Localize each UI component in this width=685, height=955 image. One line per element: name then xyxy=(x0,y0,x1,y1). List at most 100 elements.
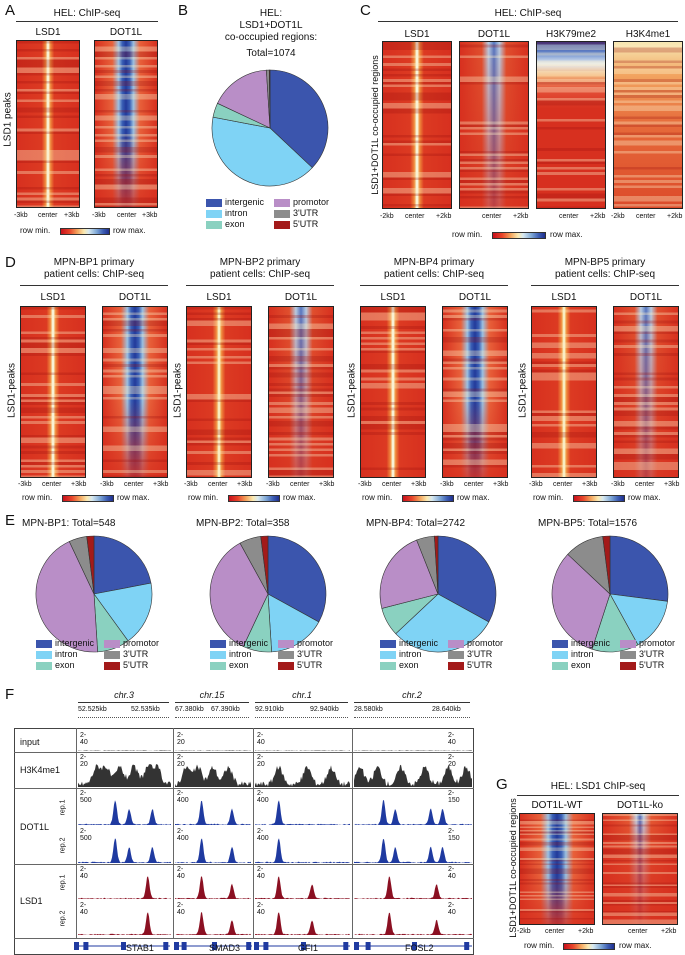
legend-label: intron xyxy=(229,649,252,659)
panel-c-heatmap-h3k79me2 xyxy=(536,41,606,209)
pie-chart-b xyxy=(211,69,329,187)
panel-d-group-title: MPN-BP1 primary patient cells: ChIP-seq xyxy=(20,257,168,281)
panel-a-ylabel: LSD1 peaks xyxy=(2,92,14,147)
signal-track xyxy=(255,765,350,787)
replicate-label: rep.2 xyxy=(59,837,67,854)
tick: +3kb xyxy=(582,481,598,488)
tick: center xyxy=(290,481,310,488)
panel-d-heatmap-lsd1 xyxy=(20,306,86,478)
legend-item: 5'UTR xyxy=(278,660,348,671)
track-scale: 2-40 xyxy=(257,732,265,746)
panel-d-title-rule xyxy=(186,285,334,286)
legend-item: intron xyxy=(206,208,276,219)
panel-c-heatmap-lsd1 xyxy=(382,41,452,209)
tick: -3kb xyxy=(14,212,28,219)
track-scale: 2-400 xyxy=(257,790,269,804)
colorbar xyxy=(563,943,615,950)
panel-d-title-rule xyxy=(360,285,508,286)
pie-slice-5utr xyxy=(86,535,95,595)
tick: center xyxy=(208,481,228,488)
chrom-label: chr.3 xyxy=(114,690,134,700)
tick: +2kb xyxy=(667,213,683,220)
replicate-label: rep.2 xyxy=(59,910,67,927)
panel-e-title: MPN-BP5: Total=1576 xyxy=(538,518,638,529)
panel-d-col-lsd1: LSD1 xyxy=(380,292,406,303)
tick: +2kb xyxy=(578,928,594,935)
track-divider xyxy=(14,938,474,939)
track-scale: 2-40 xyxy=(80,732,88,746)
legend-item: intron xyxy=(36,649,106,660)
pie-slice-intergenic xyxy=(267,535,327,623)
legend-item: promotor xyxy=(620,638,685,649)
colorbar-min-label: row min. xyxy=(188,493,219,502)
legend-label: 5'UTR xyxy=(467,660,493,670)
track-scale: 2-40 xyxy=(80,902,88,916)
pie-chart-e xyxy=(551,535,669,653)
tick: center xyxy=(636,213,656,220)
signal-track xyxy=(255,750,350,751)
legend-label: intergenic xyxy=(571,638,611,648)
panel-e-title: MPN-BP1: Total=548 xyxy=(22,518,116,529)
signal-track xyxy=(175,838,251,863)
panel-label-a: A xyxy=(5,2,16,19)
panel-d-title-rule xyxy=(531,285,679,286)
panel-d-heatmap-dot1l xyxy=(268,306,334,478)
tick: -3kb xyxy=(440,481,454,488)
panel-c-heatmap-dot1l xyxy=(459,41,529,209)
panel-c-heatmap-h3k4me1 xyxy=(613,41,683,209)
pie-slice-intergenic xyxy=(437,535,497,623)
column-separator xyxy=(76,728,77,938)
chrom-label: chr.15 xyxy=(199,690,225,700)
legend-item: 3'UTR xyxy=(274,208,344,219)
tick: center xyxy=(382,481,402,488)
colorbar-max-label: row max. xyxy=(550,230,583,239)
signal-track xyxy=(354,750,472,751)
legend-item: intergenic xyxy=(206,197,276,208)
tick: +3kb xyxy=(71,481,87,488)
colorbar xyxy=(60,228,110,235)
panel-d-group-title: MPN-BP2 primary patient cells: ChIP-seq xyxy=(186,257,334,281)
legend-swatch xyxy=(448,661,464,670)
panel-d-title-line: patient cells: ChIP-seq xyxy=(43,269,145,280)
legend-swatch xyxy=(36,650,52,659)
gene-label: FOSL2 xyxy=(405,943,434,953)
legend-item: intron xyxy=(210,649,280,660)
colorbar-min-label: row min. xyxy=(22,493,53,502)
legend-swatch xyxy=(274,220,290,229)
tick: -3kb xyxy=(266,481,280,488)
pie-slice-promotor xyxy=(217,69,271,129)
panel-d-col-dot1l: DOT1L xyxy=(629,292,663,303)
tick: -2kb xyxy=(611,213,625,220)
pie-chart-e xyxy=(209,535,327,653)
colorbar-min-label: row min. xyxy=(362,493,393,502)
track-label-input: input xyxy=(20,737,40,747)
colorbar-max-label: row max. xyxy=(283,493,316,502)
tick: +3kb xyxy=(237,481,253,488)
panel-label-c: C xyxy=(360,2,371,19)
track-scale: 2-400 xyxy=(177,828,189,842)
signal-track xyxy=(175,876,251,899)
tick: center xyxy=(553,481,573,488)
legend-item: promotor xyxy=(274,197,344,208)
legend-item: intron xyxy=(552,649,622,660)
legend-swatch xyxy=(552,661,568,670)
colorbar-max-label: row max. xyxy=(113,226,146,235)
track-scale: 2-40 xyxy=(177,902,185,916)
legend-swatch xyxy=(278,661,294,670)
legend-item: promotor xyxy=(448,638,518,649)
tick: +3kb xyxy=(664,481,680,488)
panel-a-heatmap-lsd1 xyxy=(16,40,80,208)
chrom-rule xyxy=(78,702,169,703)
legend-label: promotor xyxy=(123,638,160,648)
panel-d-ylabel: LSD1-peaks xyxy=(6,362,18,419)
track-scale: 2-400 xyxy=(177,790,189,804)
legend-label: intron xyxy=(399,649,422,659)
panel-d-heatmap-lsd1 xyxy=(531,306,597,478)
colorbar-min-label: row min. xyxy=(524,941,555,950)
track-scale: 2-20 xyxy=(80,754,88,768)
legend-item: 3'UTR xyxy=(620,649,685,660)
track-scale: 2-500 xyxy=(80,790,92,804)
chrom-label: chr.2 xyxy=(402,690,422,700)
track-scale: 2-40 xyxy=(177,866,185,880)
legend-swatch xyxy=(278,650,294,659)
